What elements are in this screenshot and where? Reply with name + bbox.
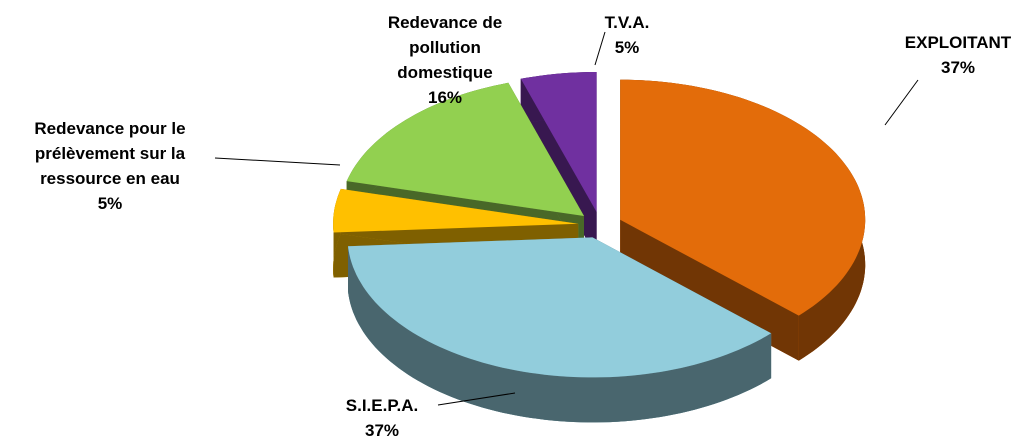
slice-value-label: 5% (97, 194, 123, 213)
slice-label: Redevance pour le prélèvement sur la res… (34, 119, 186, 188)
slice (346, 82, 584, 216)
slice-value-label: 5% (614, 38, 640, 57)
slice-value-label: 37% (940, 58, 976, 77)
slice-label: Redevance de pollution domestique (387, 13, 503, 82)
leader-line (437, 392, 516, 406)
slice (348, 237, 772, 378)
slice-label: EXPLOITANT (904, 33, 1012, 52)
slice (620, 79, 866, 316)
slice-label: S.I.E.P.A. (345, 396, 419, 415)
leader-line (594, 31, 606, 66)
slice (520, 72, 597, 212)
leader-line (214, 157, 341, 166)
slice (333, 188, 579, 233)
slice-value-label: 37% (364, 421, 400, 439)
slice-shade (348, 246, 772, 423)
slice-value-label: 16% (427, 88, 463, 107)
leader-line (884, 79, 919, 126)
slice-label: T.V.A. (604, 13, 650, 32)
